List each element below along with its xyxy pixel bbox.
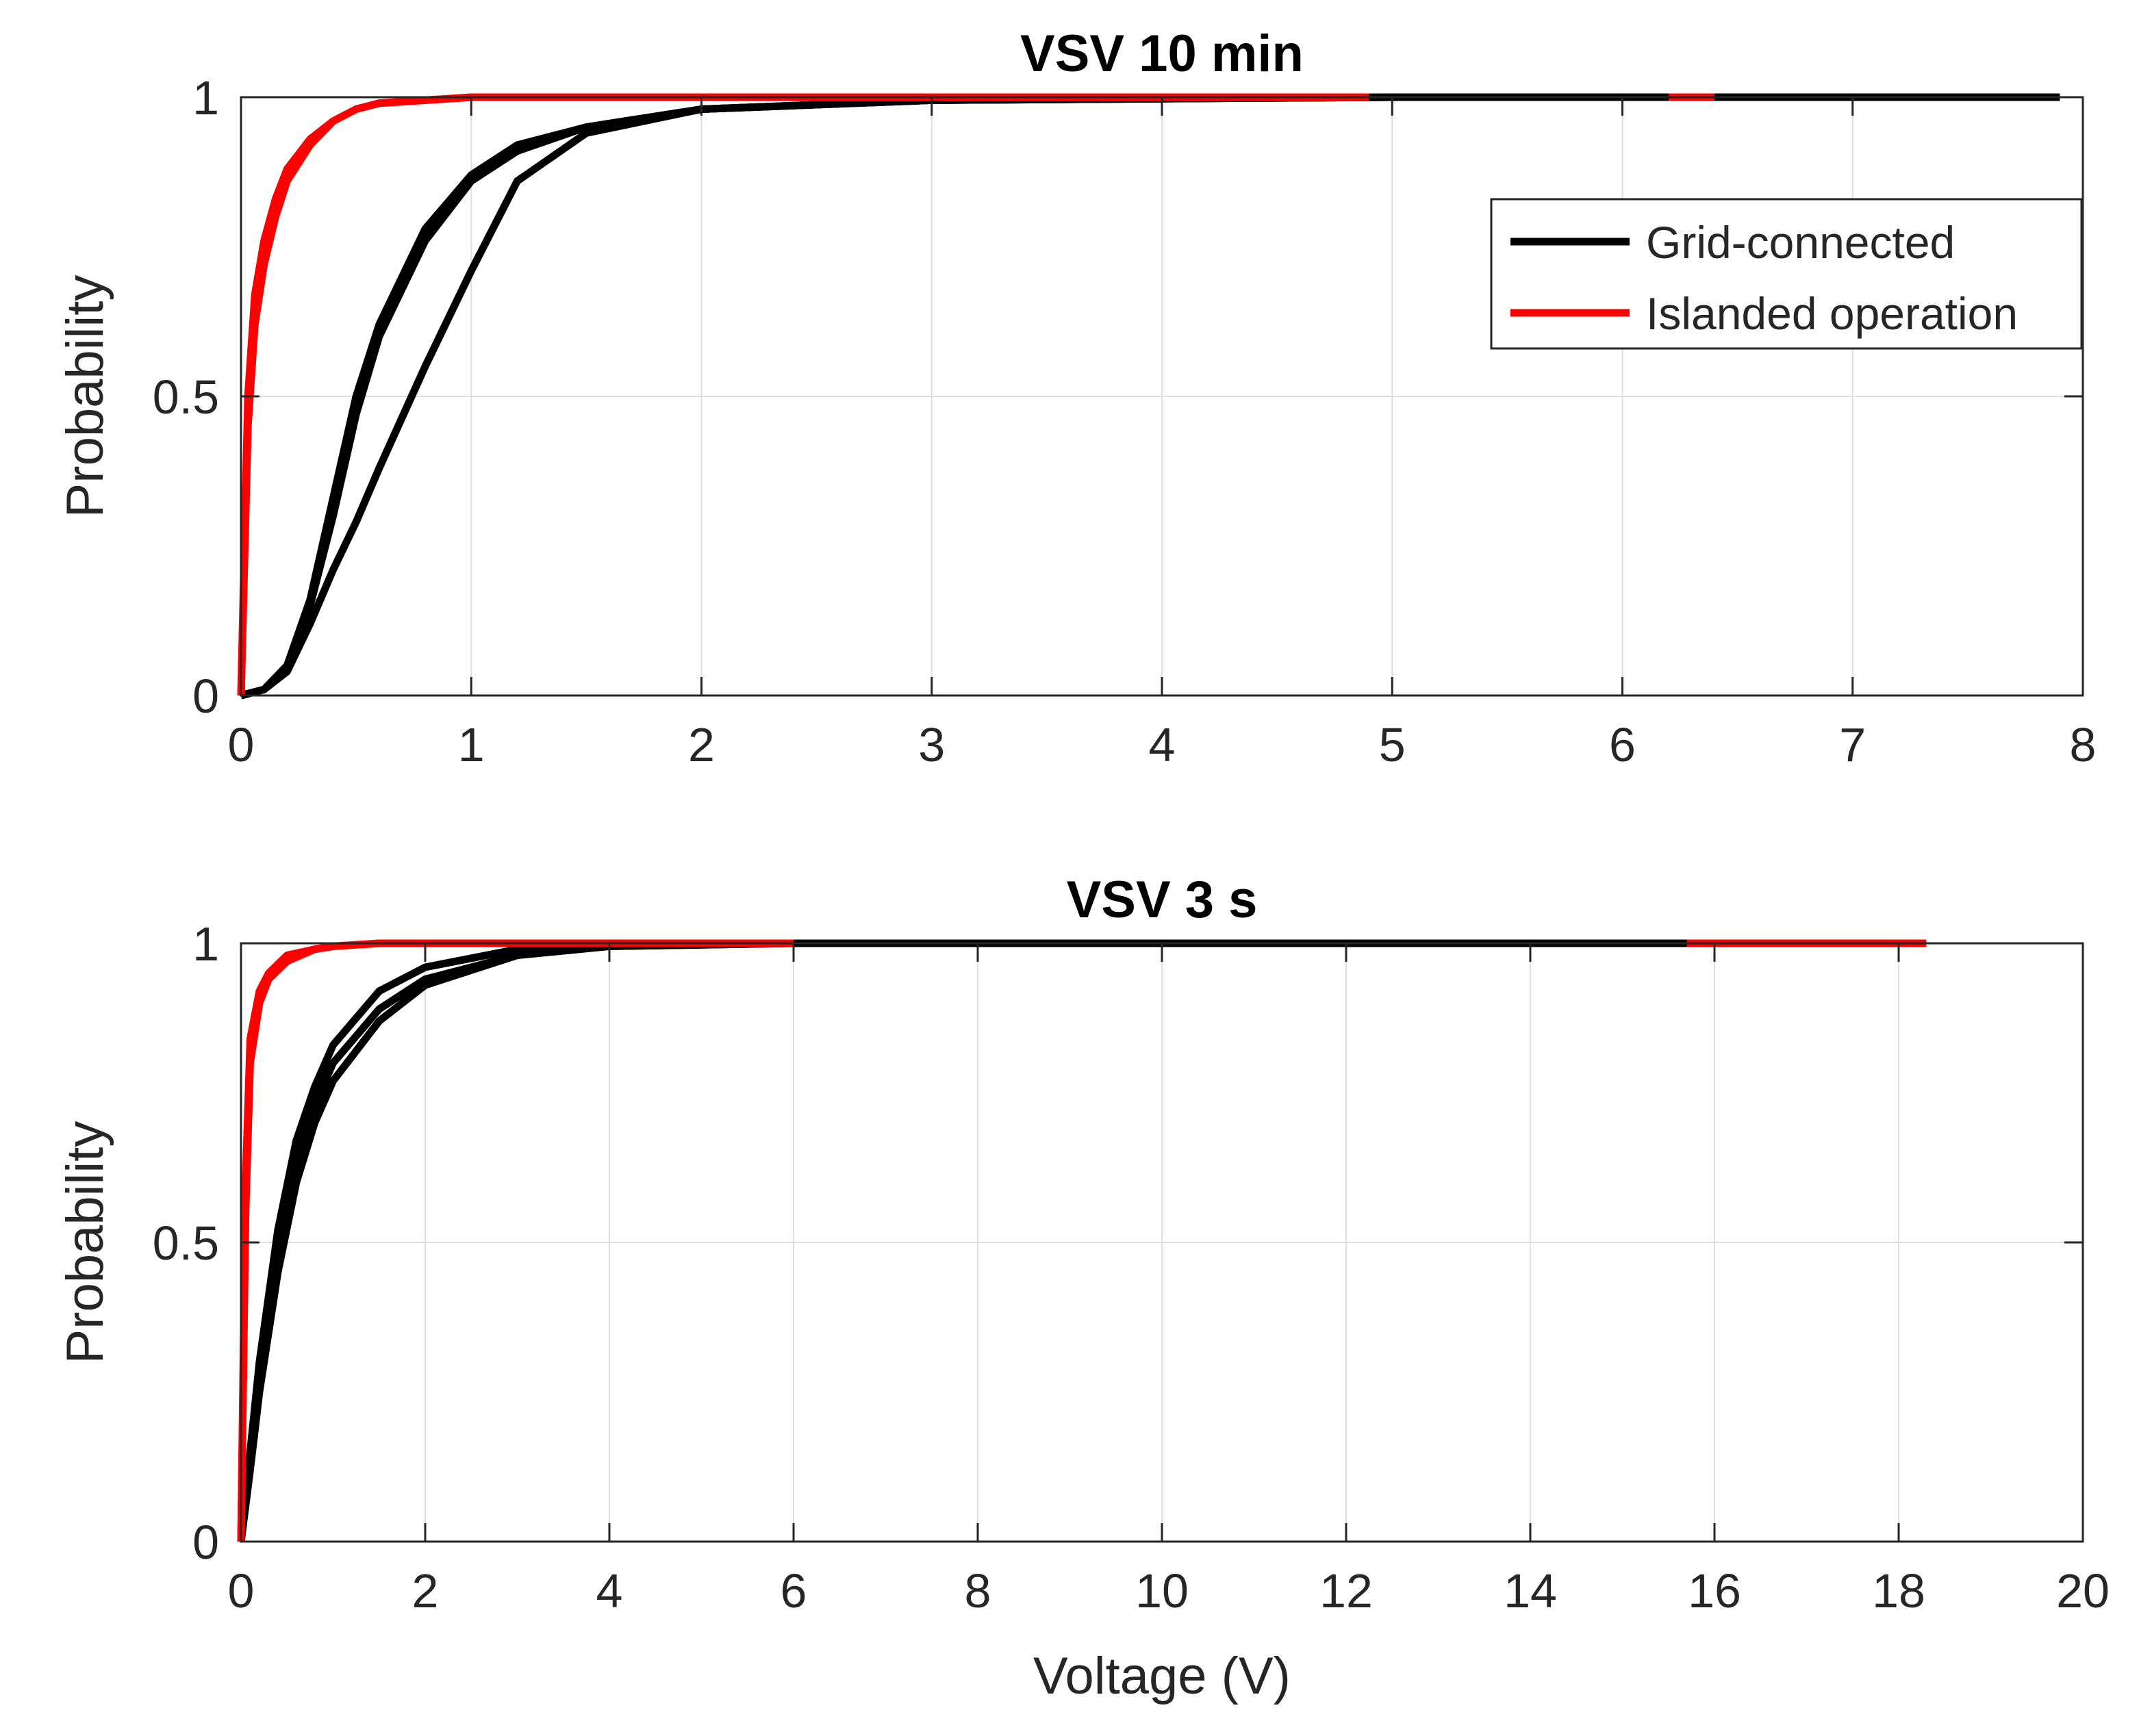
y-tick-label: 0.5 [153,370,219,424]
y-axis-label: Probability [56,275,114,518]
series-line-grid-connected [240,93,1393,700]
grid [241,943,2083,1542]
x-tick-label: 2 [412,1564,439,1618]
series-line-grid-connected [237,939,794,1542]
x-tick-label: 7 [1839,718,1866,771]
chart-panel-1: 0 1 2 3 4 5 6 7 8 0 0.5 1 VSV 10 min Probability Grid-… [56,25,2096,771]
legend-label-grid-connected: Grid-connected [1646,217,1955,268]
chart-panel-2: 0 2 4 6 8 10 12 14 16 18 20 0 0.5 1 VSV 3 s Probability… [56,871,2110,1705]
x-tick-label: 6 [781,1564,807,1618]
y-tick-label: 0 [192,669,219,723]
x-tick-label: 4 [1149,718,1176,771]
x-tick-label: 16 [1688,1564,1741,1618]
y-axis-label: Probability [56,1121,114,1364]
y-tick-label: 0.5 [153,1216,219,1270]
x-tick-label: 6 [1609,718,1636,771]
y-tick-label: 1 [192,917,219,971]
y-tick-label: 0 [192,1516,219,1569]
x-axis-label: Voltage (V) [1033,1647,1291,1705]
x-tick-label: 2 [688,718,715,771]
x-tick-label: 12 [1319,1564,1373,1618]
x-tick-label: 18 [1872,1564,1925,1618]
x-tick-label: 3 [918,718,945,771]
ticks [240,942,2084,1543]
x-tick-label: 8 [2070,718,2097,771]
chart-title: VSV 10 min [1020,25,1304,83]
grid [241,97,2083,695]
x-tick-label: 0 [228,1564,255,1618]
chart-title: VSV 3 s [1067,871,1258,929]
legend-label-islanded-operation: Islanded operation [1646,288,2018,339]
legend: Grid-connected Islanded operation [1490,198,2083,350]
x-tick-label: 5 [1379,718,1406,771]
x-tick-label: 4 [596,1564,623,1618]
x-tick-label: 10 [1135,1564,1189,1618]
legend-box [1490,198,2083,350]
series-line-islanded-operation [237,939,425,1542]
x-tick-label: 1 [458,718,485,771]
x-tick-label: 0 [228,718,255,771]
x-tick-label: 20 [2056,1564,2110,1618]
x-tick-label: 14 [1504,1564,1557,1618]
y-tick-label: 1 [192,71,219,125]
x-tick-label: 8 [965,1564,991,1618]
ticks [240,96,2084,697]
